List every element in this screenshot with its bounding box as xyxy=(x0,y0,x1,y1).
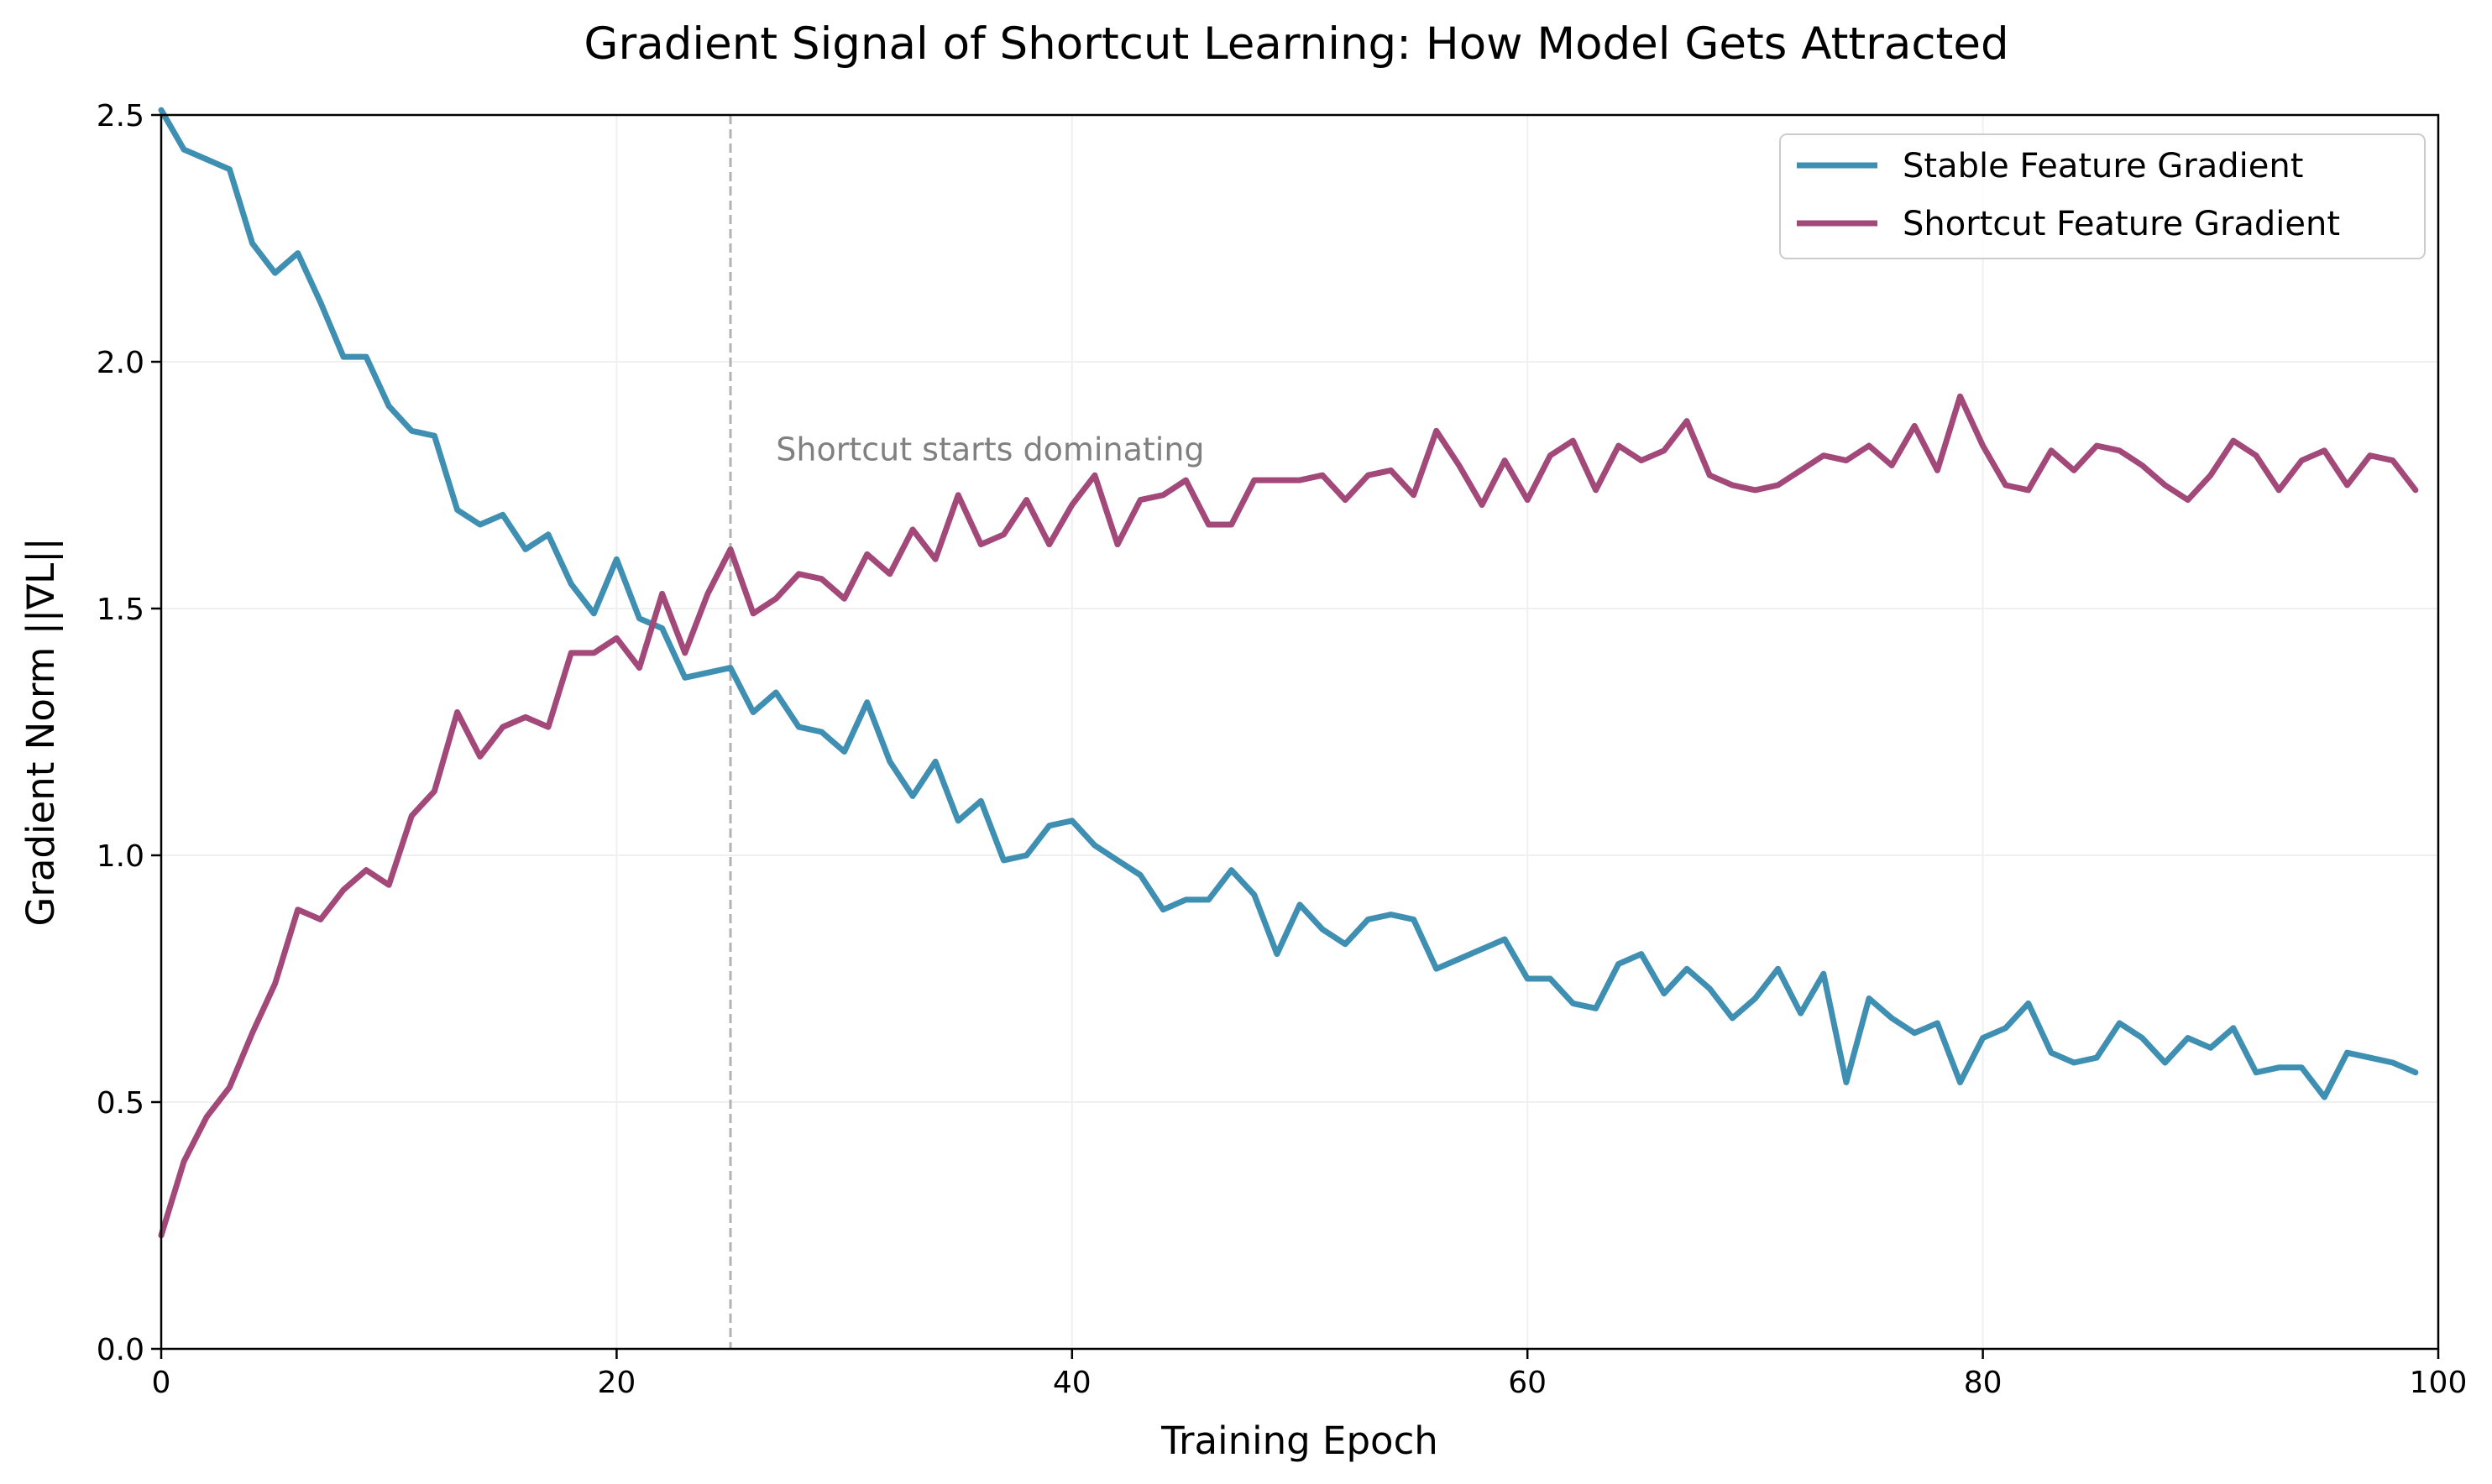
annotations: Shortcut starts dominating xyxy=(729,115,1205,1349)
series-lines xyxy=(158,107,2419,1239)
y-tick-label: 0.0 xyxy=(97,1333,144,1367)
shortcut-feature-gradient-line xyxy=(158,393,2419,1239)
y-tick-label: 2.5 xyxy=(97,99,144,133)
axis-ticks: 0 20 40 60 80 100 0.0 0.5 1.0 1.5 2.0 2.5 xyxy=(97,99,2468,1400)
stable-feature-gradient-line xyxy=(158,107,2419,1100)
y-tick-label: 2.0 xyxy=(97,346,144,380)
y-axis-label: Gradient Norm ||∇L|| xyxy=(18,537,63,926)
x-tick-label: 20 xyxy=(597,1366,636,1400)
plot-frame xyxy=(160,113,2440,1351)
legend-label-shortcut: Shortcut Feature Gradient xyxy=(1903,205,2340,243)
legend-frame xyxy=(1779,133,2426,259)
chart-title: Gradient Signal of Shortcut Learning: Ho… xyxy=(584,18,2008,70)
x-tick-label: 40 xyxy=(1053,1366,1092,1400)
annotation-text: Shortcut starts dominating xyxy=(776,431,1204,468)
legend-label-stable: Stable Feature Gradient xyxy=(1903,147,2303,186)
legend: Stable Feature Gradient Shortcut Feature… xyxy=(1779,133,2426,259)
x-axis-label: Training Epoch xyxy=(1160,1419,1438,1463)
y-tick-label: 0.5 xyxy=(97,1086,144,1121)
y-tick-label: 1.0 xyxy=(97,839,144,874)
x-tick-label: 60 xyxy=(1508,1366,1547,1400)
x-tick-label: 100 xyxy=(2410,1366,2468,1400)
x-tick-label: 0 xyxy=(152,1366,171,1400)
y-tick-label: 1.5 xyxy=(97,593,144,627)
x-tick-label: 80 xyxy=(1964,1366,2002,1400)
